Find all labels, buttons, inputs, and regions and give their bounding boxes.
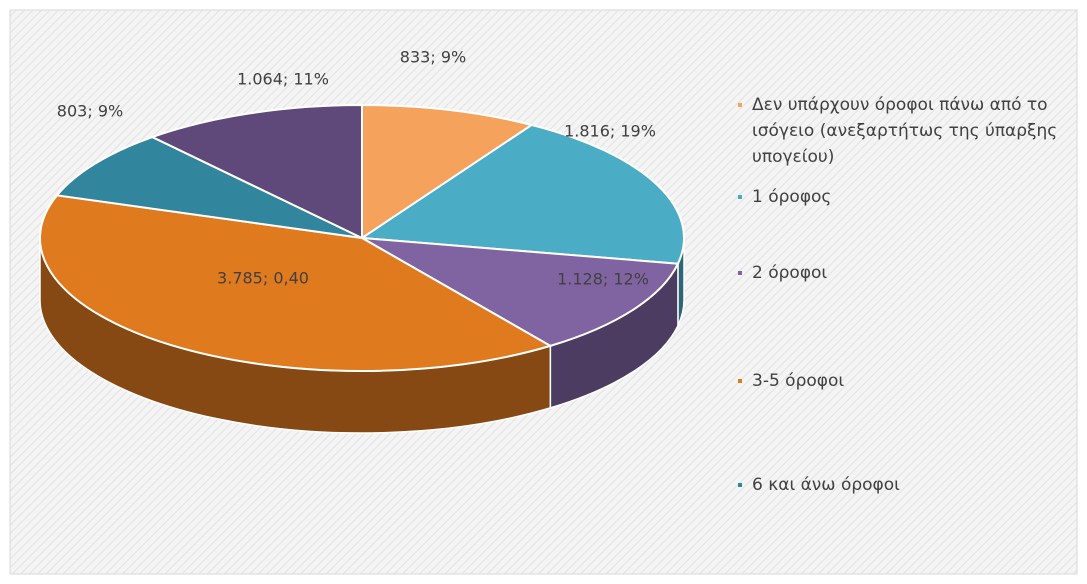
legend-item: 1 όροφος <box>738 184 1072 210</box>
legend-marker <box>738 271 742 275</box>
legend-item: Δεν υπάρχουν όροφοι πάνω από το ισόγειο … <box>738 92 1072 170</box>
slice <box>149 103 363 240</box>
legend-item: 6 και άνω όροφοι <box>738 472 1072 498</box>
slice <box>361 103 535 240</box>
legend-label: Δεν υπάρχουν όροφοι πάνω από το ισόγειο … <box>752 95 1058 167</box>
legend-label: 2 όροφοι <box>752 263 828 283</box>
data-label: 833; 9% <box>400 48 466 67</box>
legend-label: 3-5 όροφοι <box>752 371 845 391</box>
legend-marker <box>738 379 742 383</box>
data-label: 3.785; 0,40 <box>217 269 309 288</box>
slice <box>55 135 363 239</box>
legend-marker <box>738 103 742 107</box>
legend-item: 2 όροφοι <box>738 260 1072 286</box>
slice <box>39 194 553 372</box>
legend-marker <box>738 195 742 199</box>
legend-item: 3-5 όροφοι <box>738 368 1072 394</box>
legend-label: 6 και άνω όροφοι <box>752 475 900 495</box>
data-label: 1.816; 19% <box>564 122 656 141</box>
slice <box>359 123 685 265</box>
data-label: 1.064; 11% <box>237 70 329 89</box>
data-label: 803; 9% <box>57 102 123 121</box>
slice <box>361 237 680 347</box>
legend-label: 1 όροφος <box>752 187 832 207</box>
legend-marker <box>738 483 742 487</box>
data-label: 1.128; 12% <box>557 270 649 289</box>
